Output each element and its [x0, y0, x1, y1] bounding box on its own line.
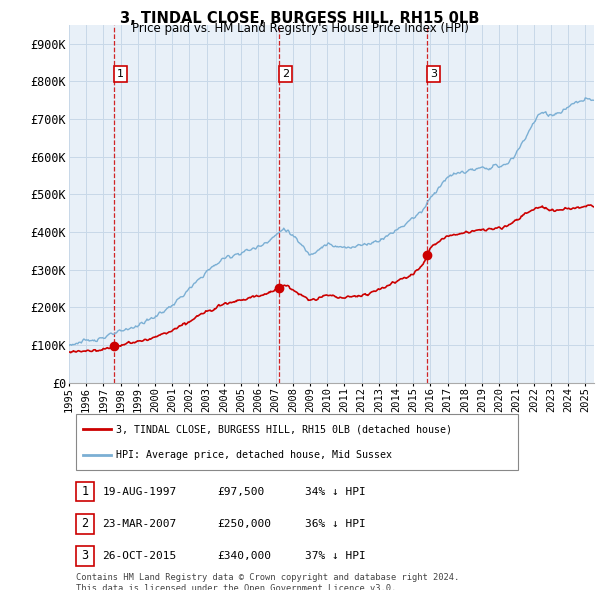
Text: 3: 3 [81, 549, 88, 562]
Text: 23-MAR-2007: 23-MAR-2007 [102, 519, 176, 529]
Text: 36% ↓ HPI: 36% ↓ HPI [305, 519, 366, 529]
Bar [76, 482, 94, 502]
Text: £250,000: £250,000 [218, 519, 272, 529]
Text: 2: 2 [81, 517, 88, 530]
Text: 2: 2 [282, 69, 289, 78]
Text: Price paid vs. HM Land Registry's House Price Index (HPI): Price paid vs. HM Land Registry's House … [131, 22, 469, 35]
Text: 19-AUG-1997: 19-AUG-1997 [102, 487, 176, 497]
Text: £97,500: £97,500 [218, 487, 265, 497]
Text: HPI: Average price, detached house, Mid Sussex: HPI: Average price, detached house, Mid … [116, 450, 392, 460]
Text: Contains HM Land Registry data © Crown copyright and database right 2024.
This d: Contains HM Land Registry data © Crown c… [76, 573, 459, 590]
Text: 3, TINDAL CLOSE, BURGESS HILL, RH15 0LB: 3, TINDAL CLOSE, BURGESS HILL, RH15 0LB [121, 11, 479, 25]
Bar [76, 414, 518, 470]
Text: 26-OCT-2015: 26-OCT-2015 [102, 551, 176, 561]
Text: £340,000: £340,000 [218, 551, 272, 561]
Text: 1: 1 [81, 485, 88, 498]
Bar [76, 546, 94, 566]
Text: 34% ↓ HPI: 34% ↓ HPI [305, 487, 366, 497]
Text: 3: 3 [430, 69, 437, 78]
Bar [76, 514, 94, 533]
Text: 3, TINDAL CLOSE, BURGESS HILL, RH15 0LB (detached house): 3, TINDAL CLOSE, BURGESS HILL, RH15 0LB … [116, 424, 452, 434]
Text: 37% ↓ HPI: 37% ↓ HPI [305, 551, 366, 561]
Text: 1: 1 [117, 69, 124, 78]
